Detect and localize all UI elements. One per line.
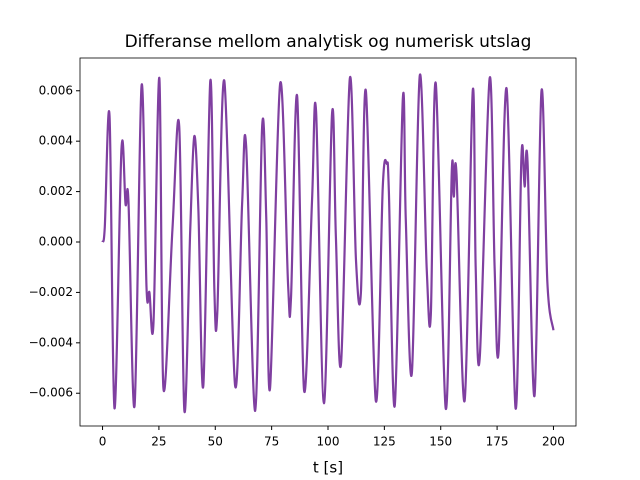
x-tick-label: 25: [151, 435, 166, 449]
x-tick-label: 100: [317, 435, 340, 449]
x-axis-label: t [s]: [313, 459, 343, 477]
y-tick-label: 0.006: [39, 83, 73, 97]
y-tick-label: −0.002: [29, 285, 73, 299]
y-tick-label: 0.000: [39, 235, 73, 249]
x-tick-label: 75: [264, 435, 279, 449]
x-tick-label: 125: [373, 435, 396, 449]
chart-title: Differanse mellom analytisk og numerisk …: [125, 32, 532, 52]
x-tick-label: 175: [486, 435, 509, 449]
plot-frame: [79, 57, 577, 427]
x-tick-label: 150: [429, 435, 452, 449]
y-tick-label: −0.004: [29, 335, 73, 349]
y-tick-label: 0.002: [39, 184, 73, 198]
y-tick-label: 0.004: [39, 134, 73, 148]
x-tick-label: 200: [542, 435, 565, 449]
data-line: [101, 73, 555, 414]
y-tick-label: −0.006: [29, 386, 73, 400]
x-tick-label: 0: [99, 435, 107, 449]
x-tick-label: 50: [208, 435, 223, 449]
